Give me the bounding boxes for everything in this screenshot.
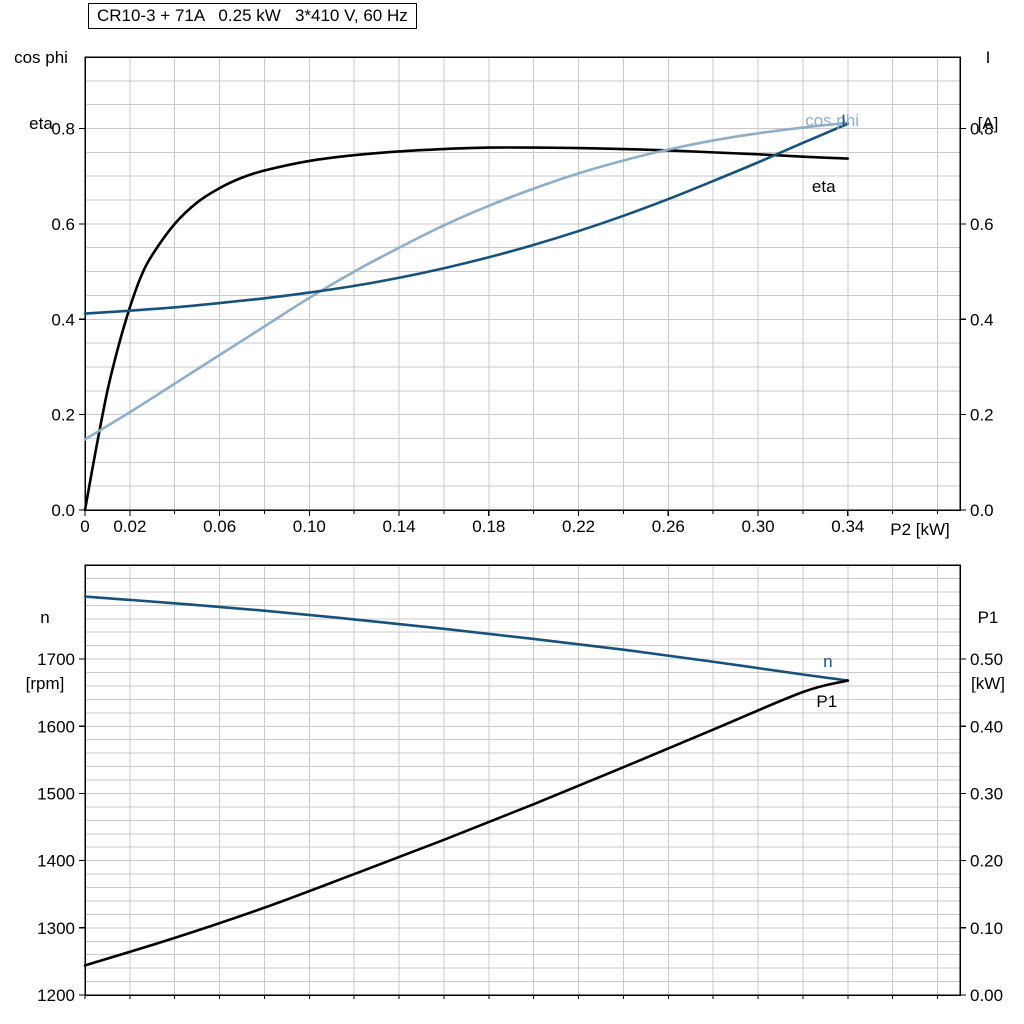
plot-frame	[84, 56, 961, 511]
top-right-axis-label-line1: I	[985, 48, 991, 67]
x-tick-label: 0.10	[293, 517, 326, 536]
top-left-axis-label: cos phi eta	[2, 3, 80, 179]
left-tick-label: 1400	[37, 852, 75, 871]
x-tick-label: 0.06	[203, 517, 236, 536]
title-box: CR10-3 + 71A 0.25 kW 3*410 V, 60 Hz	[88, 3, 417, 29]
plot-frame	[84, 564, 961, 996]
top-right-axis-label: I [A]	[958, 3, 1018, 179]
top-left-axis-label-line1: cos phi	[14, 48, 68, 67]
bottom-right-axis-label-line2: [kW]	[971, 674, 1005, 693]
bottom-right-axis-label-line1: P1	[977, 608, 999, 627]
series-cos-phi-curve	[83, 121, 850, 441]
bottom-left-axis-label-line1: n	[40, 608, 50, 627]
x-tick-label: 0.30	[742, 517, 775, 536]
series-P1-curve	[83, 679, 850, 967]
series-n-curve	[83, 595, 850, 682]
x-tick-label: 0.34	[831, 517, 864, 536]
curve-label-n: n	[823, 652, 832, 671]
x-axis-unit-label: P2 [kW]	[890, 520, 950, 539]
right-tick-label: 0.40	[970, 717, 1003, 736]
curve-label-eta: eta	[812, 177, 836, 196]
left-tick-label: 1300	[37, 919, 75, 938]
top-right-axis-label-line2: [A]	[977, 114, 999, 133]
x-tick-label: 0.14	[383, 517, 416, 536]
right-tick-label: 0.50	[970, 650, 1003, 669]
left-tick-label: 1200	[37, 986, 75, 1005]
right-tick-label: 0.10	[970, 919, 1003, 938]
left-tick-label: 1500	[37, 784, 75, 803]
left-tick-label: 0.4	[51, 310, 75, 329]
bottom-left-axis-label: n [rpm]	[2, 563, 88, 739]
right-tick-label: 0.20	[970, 852, 1003, 871]
right-tick-label: 0.4	[970, 310, 994, 329]
x-tick-label: 0	[80, 517, 89, 536]
right-tick-label: 0.00	[970, 986, 1003, 1005]
x-tick-label: 0.18	[472, 517, 505, 536]
bottom-right-axis-label: P1 [kW]	[956, 563, 1020, 739]
curve-label-I: I	[841, 111, 846, 130]
series-I-curve	[83, 122, 850, 315]
bottom-chart: 1200 1300 1400 1500 1600 1700 0.00 0.10 0.20 0.30…	[37, 564, 1003, 1005]
x-tick-label: 0.22	[562, 517, 595, 536]
series-eta-curve	[83, 146, 850, 512]
left-tick-label: 0.8	[51, 120, 75, 139]
curve-label-cos-phi: cos phi	[805, 111, 859, 130]
top-chart: 0 0.02 0.06 0.10 0.14 0.18 0.22 0.26 0.30 0.34 0.0…	[51, 56, 994, 536]
left-tick-label: 0.0	[51, 501, 75, 520]
top-left-axis-label-line2: eta	[29, 114, 53, 133]
bottom-left-axis-label-line2: [rpm]	[25, 674, 65, 693]
left-tick-label: 0.2	[51, 406, 75, 425]
right-tick-label: 0.0	[970, 501, 994, 520]
x-tick-label: 0.26	[652, 517, 685, 536]
left-tick-label: 1600	[37, 717, 75, 736]
x-tick-label: 0.02	[113, 517, 146, 536]
right-tick-label: 0.30	[970, 784, 1003, 803]
curve-label-P1: P1	[816, 692, 837, 711]
right-tick-label: 0.6	[970, 215, 994, 234]
right-tick-label: 0.2	[970, 406, 994, 425]
right-tick-label: 0.8	[970, 120, 994, 139]
left-tick-label: 1700	[37, 650, 75, 669]
left-tick-label: 0.6	[51, 215, 75, 234]
